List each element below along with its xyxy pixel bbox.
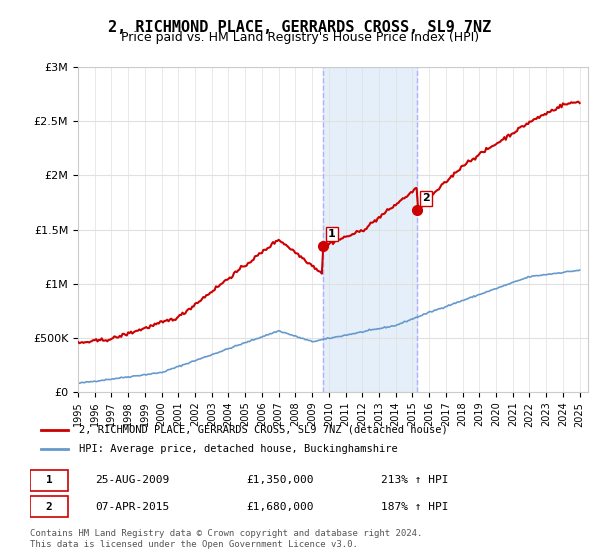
Text: HPI: Average price, detached house, Buckinghamshire: HPI: Average price, detached house, Buck… <box>79 445 397 455</box>
Text: 2, RICHMOND PLACE, GERRARDS CROSS, SL9 7NZ: 2, RICHMOND PLACE, GERRARDS CROSS, SL9 7… <box>109 20 491 35</box>
Bar <box>323 67 417 392</box>
Text: 2, RICHMOND PLACE, GERRARDS CROSS, SL9 7NZ (detached house): 2, RICHMOND PLACE, GERRARDS CROSS, SL9 7… <box>79 424 448 435</box>
Text: Price paid vs. HM Land Registry's House Price Index (HPI): Price paid vs. HM Land Registry's House … <box>121 31 479 44</box>
Text: 1: 1 <box>46 475 52 486</box>
Text: Contains HM Land Registry data © Crown copyright and database right 2024.
This d: Contains HM Land Registry data © Crown c… <box>30 529 422 549</box>
FancyBboxPatch shape <box>30 470 68 491</box>
Text: 07-APR-2015: 07-APR-2015 <box>95 502 169 512</box>
Text: 25-AUG-2009: 25-AUG-2009 <box>95 475 169 486</box>
Text: 187% ↑ HPI: 187% ↑ HPI <box>381 502 449 512</box>
Text: 1: 1 <box>328 229 336 239</box>
Text: £1,680,000: £1,680,000 <box>246 502 314 512</box>
FancyBboxPatch shape <box>30 496 68 517</box>
Text: 213% ↑ HPI: 213% ↑ HPI <box>381 475 449 486</box>
Text: 2: 2 <box>422 193 430 203</box>
Text: 2: 2 <box>46 502 52 512</box>
Text: £1,350,000: £1,350,000 <box>246 475 314 486</box>
